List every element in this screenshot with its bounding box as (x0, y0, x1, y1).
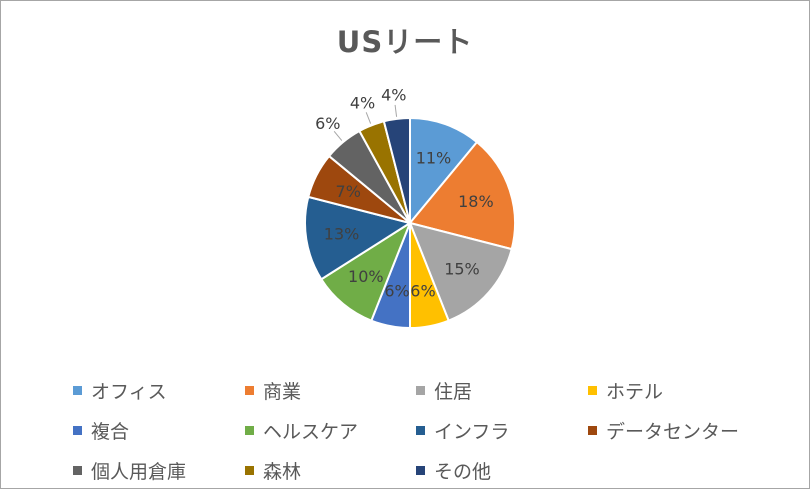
legend-swatch (588, 385, 597, 395)
legend-swatch (73, 465, 82, 475)
legend-label: ヘルスケア (263, 420, 359, 443)
pie-slice-11 (382, 116, 411, 224)
legend-row: 個人用倉庫 森林 その他 (73, 453, 773, 493)
legend-item-オフィス: オフィス (73, 373, 167, 407)
data-label-1: 11% (416, 148, 452, 167)
legend-swatch (245, 385, 254, 395)
pie-chart: 11%18%15%6%6%10%13%7%6%4% 4% (304, 86, 516, 330)
legend-item-その他: その他 (416, 453, 491, 487)
legend-item-個人用倉庫: 個人用倉庫 (73, 453, 186, 487)
legend: オフィス 商業 住居 ホテル複合 ヘルスケア インフラ データセンター個人用倉庫 森林 その他 (73, 373, 773, 493)
chart-title: USリート (336, 25, 474, 59)
data-label-5: 6% (384, 282, 409, 301)
data-label-6: 10% (348, 267, 384, 286)
legend-label: データセンター (606, 420, 740, 443)
pie-slices (304, 116, 516, 330)
data-label-10: 4% (350, 94, 375, 113)
legend-item-ホテル: ホテル (588, 373, 663, 407)
leader-lines (333, 104, 398, 141)
data-label-2: 18% (458, 192, 494, 211)
legend-label: ホテル (606, 380, 664, 403)
legend-item-複合: 複合 (73, 413, 129, 447)
pie-slice-2 (408, 140, 516, 251)
legend-swatch (73, 385, 82, 395)
legend-item-データセンター: データセンター (588, 413, 739, 447)
data-label-7: 13% (324, 224, 360, 243)
legend-label: 複合 (91, 420, 130, 443)
legend-label: インフラ (434, 420, 510, 443)
legend-label: 商業 (263, 380, 302, 403)
data-label-4: 6% (410, 282, 435, 301)
legend-label: 住居 (434, 380, 473, 403)
legend-label: オフィス (91, 380, 167, 403)
pie-slice-3 (408, 221, 513, 322)
legend-label: 森林 (263, 460, 302, 483)
data-label-8: 7% (336, 182, 361, 201)
pie-slice-1 (409, 116, 479, 226)
legend-row: オフィス 商業 住居 ホテル (73, 373, 773, 413)
legend-item-インフラ: インフラ (416, 413, 509, 447)
legend-item-ヘルスケア: ヘルスケア (245, 413, 358, 447)
data-label-9: 6% (315, 114, 340, 133)
legend-item-商業: 商業 (245, 373, 301, 407)
leader-line-11 (394, 104, 398, 117)
legend-swatch (416, 425, 425, 435)
data-label-3: 15% (444, 259, 480, 278)
legend-swatch (245, 465, 254, 475)
pie-slice-7 (304, 195, 413, 281)
data-labels: 11%18%15%6%6%10%13%7%6%4% 4% (315, 86, 494, 301)
legend-item-住居: 住居 (416, 373, 472, 407)
legend-swatch (416, 385, 425, 395)
legend-item-森林: 森林 (245, 453, 301, 487)
legend-row: 複合 ヘルスケア インフラ データセンター (73, 413, 773, 453)
data-label-11: 4% (381, 86, 406, 105)
leader-line-10 (365, 112, 372, 124)
legend-swatch (73, 425, 82, 435)
legend-label: その他 (434, 460, 492, 483)
legend-swatch (245, 425, 254, 435)
legend-label: 個人用倉庫 (91, 460, 187, 483)
legend-swatch (588, 425, 597, 435)
leader-line-9 (333, 130, 343, 141)
legend-swatch (416, 465, 425, 475)
